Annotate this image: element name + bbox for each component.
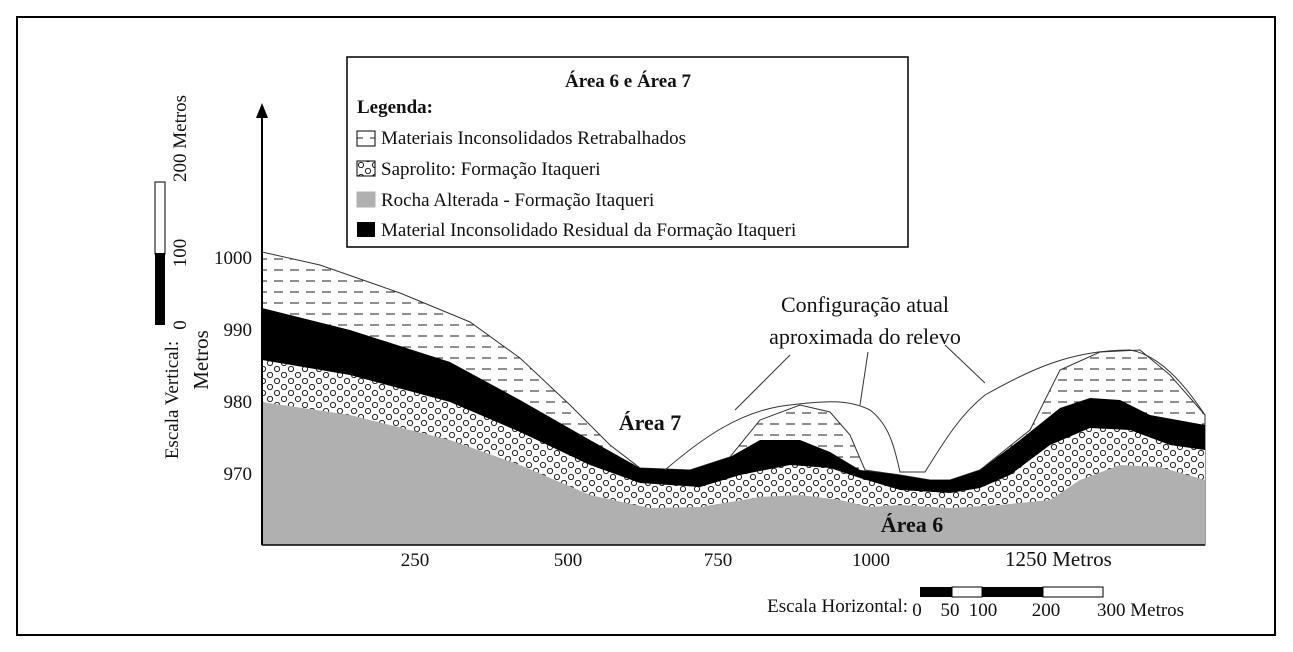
scale-unit: Metros — [189, 330, 213, 390]
y-tick-label: 990 — [224, 320, 253, 341]
area-label: Área 6 — [881, 512, 944, 537]
scale-label: 0 — [912, 600, 922, 621]
legend-label: Rocha Alterada - Formação Itaqueri — [381, 190, 654, 211]
legend-label: Materiais Inconsolidados Retrabalhados — [381, 128, 686, 149]
legend-swatch — [357, 161, 375, 176]
annotation: aproximada do relevo — [769, 324, 961, 349]
scale-label: 200 Metros — [170, 95, 191, 182]
scale-label: 0 — [170, 320, 191, 330]
scale-title: Escala Vertical: — [162, 341, 183, 459]
annotation: Configuração atual — [781, 292, 949, 317]
scale-bar — [982, 587, 1043, 597]
legend-label: Saprolito: Formação Itaqueri — [381, 159, 601, 180]
legend-swatch — [357, 192, 375, 207]
pointer — [945, 345, 985, 383]
legend-swatch — [357, 222, 375, 237]
diagram: 1000 990 980 970 250 500 750 1000 1250 M… — [0, 0, 1293, 652]
scale-bar — [1043, 587, 1103, 597]
area-label: Área 7 — [619, 410, 682, 435]
scale-title: Escala Horizontal: — [767, 596, 908, 617]
x-tick-label: 500 — [554, 550, 583, 571]
y-tick-label: 980 — [224, 392, 253, 413]
scale-label: 200 — [1032, 600, 1061, 621]
pointer — [860, 352, 868, 405]
legend-title: Área 6 e Área 7 — [565, 70, 691, 92]
x-tick-label: 1000 — [852, 550, 890, 571]
scale-bar — [920, 587, 952, 597]
y-tick-label: 970 — [224, 464, 253, 485]
legend-heading: Legenda: — [357, 97, 433, 118]
pointer — [735, 355, 790, 410]
legend-label: Material Inconsolidado Residual da Forma… — [381, 220, 796, 241]
legend-swatch — [357, 131, 375, 146]
scale-label: 100 — [170, 239, 191, 268]
axis-arrow — [256, 103, 268, 118]
page: {"legend": {"title": "Área 6 e Área 7", … — [0, 0, 1293, 652]
scale-label: 50 — [941, 600, 960, 621]
x-tick-label: 250 — [401, 550, 430, 571]
x-tick-label: 1250 Metros — [1005, 547, 1112, 571]
scale-bar — [952, 587, 982, 597]
scale-label: 100 — [969, 600, 998, 621]
scale-bar — [155, 182, 165, 254]
scale-bar — [155, 253, 165, 325]
y-tick-label: 1000 — [214, 248, 252, 269]
x-tick-label: 750 — [704, 550, 733, 571]
scale-label: 300 Metros — [1097, 600, 1184, 621]
